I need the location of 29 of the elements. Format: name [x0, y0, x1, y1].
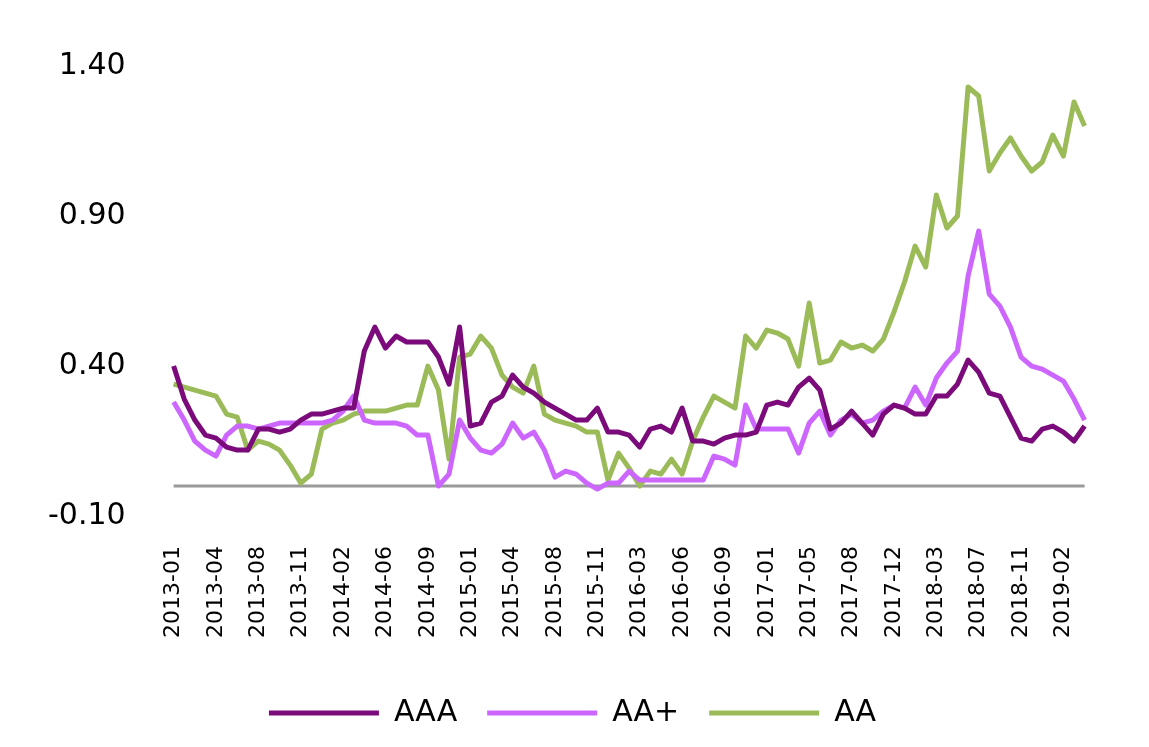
- x-tick-label: 2013-01: [159, 546, 185, 638]
- x-tick-label: 2017-12: [879, 546, 905, 638]
- x-tick-label: 2017-08: [837, 546, 863, 638]
- x-tick-label: 2017-01: [752, 546, 778, 638]
- y-tick-label: 0.90: [58, 195, 126, 231]
- x-tick-label: 2015-11: [583, 546, 609, 638]
- legend-label: AAA: [393, 692, 458, 728]
- x-tick-label: 2014-06: [371, 546, 397, 638]
- x-tick-label: 2018-07: [964, 546, 990, 638]
- y-tick-label: -0.10: [48, 495, 126, 531]
- x-tick-label: 2019-02: [1049, 546, 1075, 638]
- legend-label: AA: [834, 692, 877, 728]
- x-tick-label: 2015-08: [540, 546, 566, 638]
- x-tick-label: 2015-01: [455, 546, 481, 638]
- x-tick-label: 2017-05: [794, 546, 820, 638]
- x-tick-label: 2013-11: [286, 546, 312, 638]
- x-tick-label: 2015-04: [498, 546, 524, 638]
- x-tick-label: 2014-09: [413, 546, 439, 638]
- y-tick-label: 0.40: [58, 345, 126, 381]
- x-tick-label: 2016-06: [667, 546, 693, 638]
- x-tick-label: 2016-03: [625, 546, 651, 638]
- x-tick-label: 2013-04: [201, 546, 227, 638]
- legend-label: AA+: [612, 692, 680, 728]
- x-tick-label: 2018-03: [922, 546, 948, 638]
- x-tick-label: 2016-09: [710, 546, 736, 638]
- x-tick-label: 2018-11: [1006, 546, 1032, 638]
- y-tick-label: 1.40: [58, 45, 126, 81]
- x-tick-label: 2014-02: [328, 546, 354, 638]
- x-tick-label: 2013-08: [244, 546, 270, 638]
